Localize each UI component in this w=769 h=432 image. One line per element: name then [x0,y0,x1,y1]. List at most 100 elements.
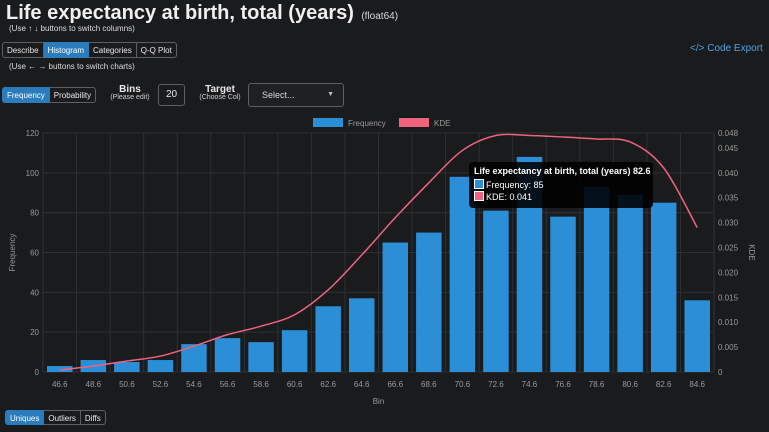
y2-tick-label: 0.045 [718,144,739,153]
x-tick-label: 74.6 [522,380,538,389]
x-tick-label: 50.6 [119,380,135,389]
bins-input[interactable]: 20 [158,84,185,106]
bar-70.6 [449,176,476,372]
x-tick-label: 76.6 [555,380,571,389]
y2-tick-label: 0.020 [718,268,739,277]
y2-tick-label: 0.048 [718,129,739,138]
y2-tick-label: 0.040 [718,169,739,178]
x-tick-label: 46.6 [52,380,68,389]
legend-label-frequency: Frequency [348,119,386,128]
code-icon: </> [690,43,705,54]
y2-tick-label: 0.010 [718,318,739,327]
tooltip-frequency: Frequency: 85 [486,180,544,190]
kde-line [59,133,698,371]
y-tick-label: 0 [35,368,40,377]
mode-tab-frequency[interactable]: Frequency [2,87,50,103]
frequency-swatch [474,179,484,189]
code-export-label: Code Export [707,43,763,54]
column-title-row: Life expectancy at birth, total (years) … [6,2,398,25]
y2-tick-label: 0.030 [718,219,739,228]
legend-label-kde: KDE [434,119,450,128]
target-select-placeholder: Select... [262,90,295,100]
x-tick-label: 70.6 [455,380,471,389]
mode-tab-probability[interactable]: Probability [49,87,97,103]
bar-78.6 [583,186,610,372]
y-tick-label: 80 [30,209,39,218]
bins-title: Bins [119,84,141,95]
x-tick-label: 56.6 [220,380,236,389]
y2-axis-title: KDE [747,244,756,260]
bar-58.6 [248,342,274,372]
tab-q-q-plot[interactable]: Q-Q Plot [136,42,177,58]
x-tick-label: 64.6 [354,380,370,389]
y2-tick-label: 0.015 [718,293,739,302]
target-title: Target [205,84,235,95]
bar-64.6 [348,298,375,372]
bar-52.6 [147,360,174,372]
analysis-tabs: Describe Histogram Categories Q-Q Plot [2,42,177,58]
x-tick-label: 48.6 [86,380,102,389]
legend-swatch-frequency [313,118,343,127]
y2-tick-label: 0.005 [718,343,739,352]
tooltip-kde: KDE: 0.041 [486,192,533,202]
bar-80.6 [617,194,643,372]
x-tick-label: 68.6 [421,380,437,389]
x-tick-label: 62.6 [320,380,336,389]
bar-84.6 [684,300,710,372]
histogram-chart[interactable]: 0 20 40 60 80 100 120 0 0.005 0.010 0.015 0.020 0.02… [0,112,769,408]
y2-tick-label: 0 [718,368,723,377]
bar-68.6 [416,232,442,372]
y-axis-title: Frequency [8,234,17,272]
target-subtitle: (Choose Col) [199,94,241,101]
tooltip-kde-line: KDE: 0.041 [474,191,648,203]
y2-tick-label: 0.025 [718,244,739,253]
x-tick-label: 58.6 [253,380,269,389]
bar-60.6 [281,330,308,372]
tooltip-frequency-line: Frequency: 85 [474,179,648,191]
bottom-tab-outliers[interactable]: Outliers [44,410,81,425]
tooltip-title: Life expectancy at birth, total (years) … [474,166,651,176]
y-tick-label: 120 [26,129,40,138]
chart-tooltip: Life expectancy at birth, total (years) … [469,162,653,208]
bar-62.6 [315,306,341,372]
y2-tick-label: 0.035 [718,194,739,203]
y-tick-label: 60 [30,249,39,258]
y-tick-label: 20 [30,328,39,337]
bottom-tab-diffs[interactable]: Diffs [80,410,106,425]
x-tick-label: 80.6 [622,380,638,389]
bottom-tab-uniques[interactable]: Uniques [5,410,45,425]
chevron-down-icon: ▼ [327,91,334,98]
switch-charts-hint: (Use ← → buttons to switch charts) [9,62,135,71]
tab-categories[interactable]: Categories [89,42,137,58]
bar-76.6 [550,216,576,372]
x-tick-label: 60.6 [287,380,303,389]
x-tick-label: 82.6 [656,380,672,389]
x-tick-label: 72.6 [488,380,504,389]
kde-swatch [474,191,484,201]
histogram-mode-tabs: Frequency Probability [2,87,97,103]
code-export-link[interactable]: </> Code Export [690,43,763,54]
x-tick-label: 52.6 [153,380,169,389]
x-axis-title: Bin [373,397,385,406]
bins-subtitle: (Please edit) [110,94,150,101]
bar-46.6 [47,366,73,372]
y-tick-label: 100 [26,169,40,178]
x-tick-label: 66.6 [387,380,403,389]
switch-columns-hint: (Use ↑ ↓ buttons to switch columns) [9,24,135,33]
bins-label: Bins (Please edit) [107,84,153,101]
target-label: Target (Choose Col) [196,84,244,101]
bottom-tabs: Uniques Outliers Diffs [5,410,106,425]
x-tick-label: 54.6 [186,380,202,389]
bar-50.6 [114,362,140,372]
x-tick-label: 84.6 [689,380,705,389]
legend-swatch-kde [399,118,429,127]
y-tick-label: 40 [30,288,39,297]
bar-56.6 [214,338,241,372]
tab-describe[interactable]: Describe [2,42,44,58]
target-select[interactable]: Select... ▼ [248,83,344,107]
tab-histogram[interactable]: Histogram [43,42,90,58]
bar-66.6 [382,242,409,372]
x-tick-label: 78.6 [589,380,605,389]
column-title: Life expectancy at birth, total (years) [6,2,354,24]
bar-72.6 [483,210,509,372]
